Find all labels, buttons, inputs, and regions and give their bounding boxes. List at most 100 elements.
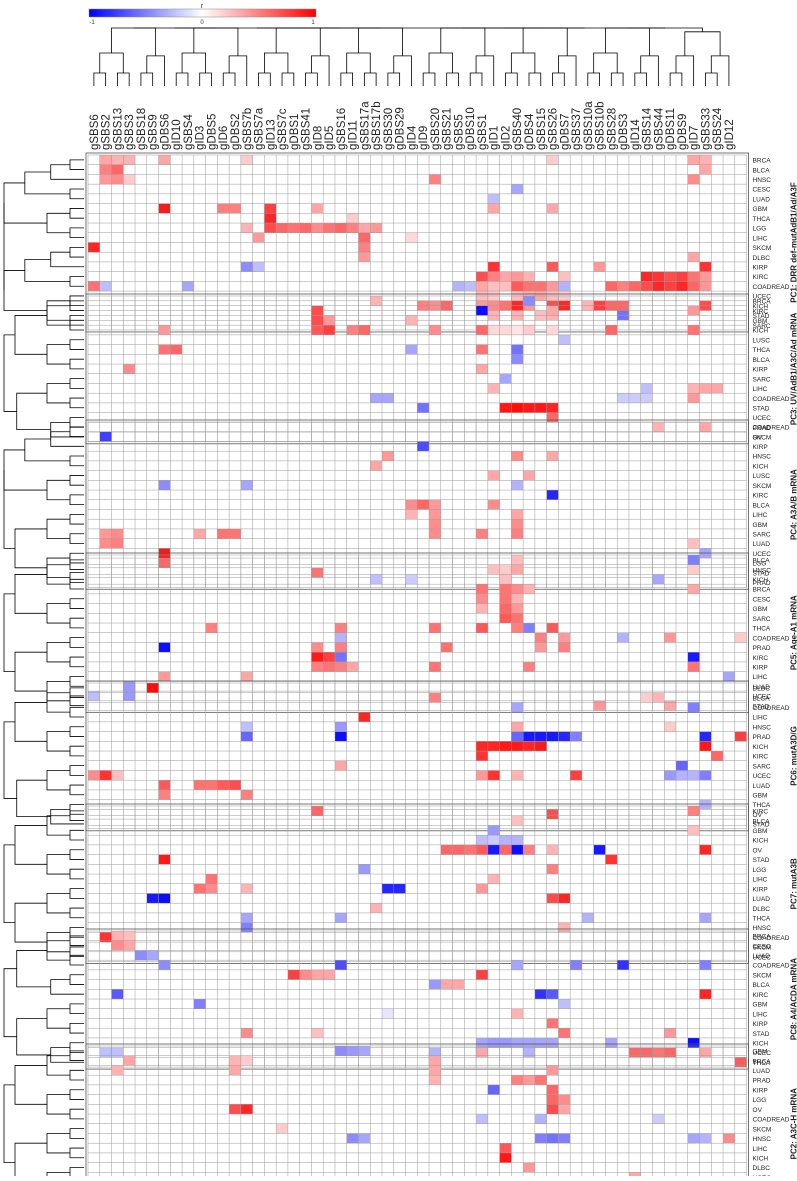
heatmap-cell xyxy=(323,969,335,980)
row-label: KICH xyxy=(753,1041,769,1048)
column-dendrogram xyxy=(93,27,730,86)
column-label: gSBS17b xyxy=(371,101,383,150)
dendrogram-link xyxy=(69,552,84,564)
row-label: UCEC xyxy=(753,1050,772,1057)
row-label: DLBC xyxy=(753,1165,771,1172)
heatmap-cell xyxy=(687,538,700,549)
heatmap-cell xyxy=(452,979,465,990)
dendrogram-link xyxy=(46,1133,70,1154)
dendrogram-link xyxy=(475,55,495,86)
row-label: STAD xyxy=(753,857,770,864)
heatmap-cell xyxy=(429,979,441,990)
dendrogram-link xyxy=(50,421,84,438)
column-label: gSBS3 xyxy=(124,114,136,150)
heatmap-cell xyxy=(158,893,171,904)
row-label: GBM xyxy=(753,318,768,325)
heatmap-cell xyxy=(346,1046,359,1056)
heatmap-cell xyxy=(123,681,136,692)
dendrogram-link xyxy=(69,656,84,668)
heatmap-cell xyxy=(546,1065,559,1076)
column-label: gDBS10 xyxy=(465,107,477,150)
heatmap-cell xyxy=(593,700,606,711)
dendrogram-link xyxy=(69,1003,84,1015)
heatmap-cell xyxy=(487,835,500,845)
heatmap-cell xyxy=(687,1133,700,1144)
heatmap-cell xyxy=(158,344,171,355)
dendrogram-link xyxy=(46,731,70,752)
dendrogram-link xyxy=(593,52,618,73)
column-label: gID13 xyxy=(265,119,277,150)
heatmap-cell xyxy=(135,950,147,961)
row-label: KIRC xyxy=(753,308,769,315)
dendrogram-link xyxy=(46,770,70,791)
heatmap-cell xyxy=(405,315,418,326)
heatmap-cell xyxy=(476,969,488,980)
heatmap-cell xyxy=(487,825,500,836)
heatmap-cell xyxy=(546,203,559,214)
heatmap-cell xyxy=(511,835,524,845)
heatmap-cell xyxy=(570,770,582,781)
dendrogram-link xyxy=(69,829,84,841)
heatmap-cell xyxy=(358,232,371,243)
row-label: KICH xyxy=(753,838,769,845)
row-label: KIRP xyxy=(753,367,768,374)
heatmap-cell xyxy=(476,751,488,761)
heatmap-cell xyxy=(687,564,700,575)
column-label: gID9 xyxy=(418,126,430,150)
heatmap-cell xyxy=(476,1037,488,1048)
dendrogram-link xyxy=(16,950,51,988)
dendrogram-link xyxy=(146,55,165,86)
heatmap-cell xyxy=(240,671,253,682)
panel-title: PC3: UV/AdB1/A3C/Ad mRNA xyxy=(790,312,797,425)
heatmap-cell xyxy=(511,451,524,461)
dendrogram-link xyxy=(46,893,70,914)
heatmap-cell xyxy=(429,692,441,703)
heatmap-cell xyxy=(417,441,430,452)
heatmap-panel: BRCA KIRC GBM KICH LUSC THCA BLCA KIRP SARC LIHC C… xyxy=(3,293,797,445)
heatmap-cell xyxy=(511,721,524,732)
row-label: CESC xyxy=(753,596,771,603)
heatmap-cell xyxy=(476,623,488,633)
heatmap-cell xyxy=(499,325,512,335)
heatmap-cell xyxy=(511,344,524,355)
dendrogram-link xyxy=(14,651,47,692)
row-label: LUAD xyxy=(753,541,771,548)
heatmap-cell xyxy=(158,854,171,865)
dendrogram-link xyxy=(528,72,542,86)
dendrogram-link xyxy=(69,868,84,880)
column-label: gDBS4 xyxy=(524,113,536,150)
dendrogram-link xyxy=(14,1065,47,1105)
panel-border xyxy=(85,1043,749,1181)
dendrogram-link xyxy=(469,72,483,86)
dendrogram-link xyxy=(140,72,154,86)
row-label: UCEC xyxy=(753,954,772,961)
heatmap-cell xyxy=(240,731,253,742)
heatmap-cell xyxy=(570,960,582,970)
heatmap-cell xyxy=(499,271,512,282)
row-label: COADREAD xyxy=(753,1117,790,1124)
heatmap-cell xyxy=(158,789,171,800)
column-label: gID4 xyxy=(406,125,418,150)
heatmap-cell xyxy=(440,844,453,855)
heatmap-cell xyxy=(123,1055,136,1066)
row-label: DLBC xyxy=(753,906,771,913)
heatmap-cell xyxy=(99,538,112,549)
row-label: LGG xyxy=(753,561,767,568)
dendrogram-link xyxy=(16,779,51,818)
heatmap-cell xyxy=(511,613,524,624)
dendrogram-link xyxy=(358,27,403,56)
panel-title: PC5: Age-A1 mRNA xyxy=(790,595,797,670)
dendrogram-link xyxy=(69,888,84,899)
heatmap-cell xyxy=(487,874,500,884)
heatmap-cell xyxy=(429,325,441,335)
heatmap-cell xyxy=(240,1055,253,1066)
heatmap-cell xyxy=(487,281,500,292)
column-label: gID6 xyxy=(218,126,230,150)
row-label: LGG xyxy=(753,226,767,233)
dendrogram-link xyxy=(669,72,683,86)
heatmap-cell xyxy=(111,1065,124,1076)
column-label: gID3 xyxy=(195,126,207,150)
heatmap-cell xyxy=(358,223,371,233)
dendrogram-link xyxy=(69,578,84,590)
heatmap-panels: BRCA BLCA HNSC CESC LUAD GBM THCA LGG LIHC SKCM DL… xyxy=(3,152,797,1181)
